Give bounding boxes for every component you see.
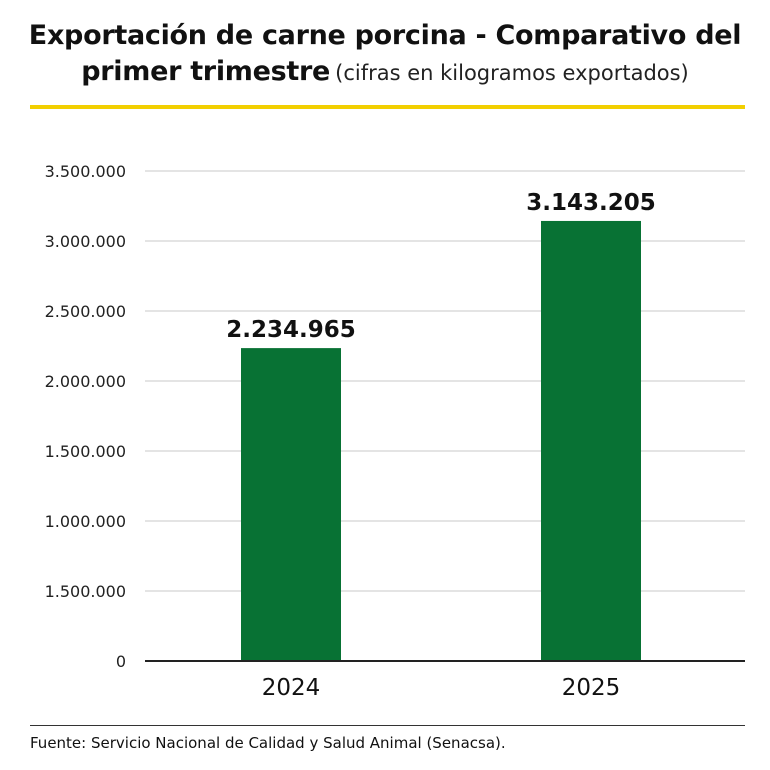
source-divider bbox=[30, 725, 745, 726]
title-subtitle: (cifras en kilogramos exportados) bbox=[335, 61, 689, 85]
bar-2025 bbox=[541, 220, 641, 661]
title-line-2: primer trimestre (cifras en kilogramos e… bbox=[20, 54, 750, 93]
y-tick-label-2: 1.000.000 bbox=[45, 512, 126, 531]
y-tick-label-4: 2.000.000 bbox=[45, 372, 126, 391]
y-tick-label-7: 3.500.000 bbox=[45, 162, 126, 181]
y-tick-label-1: 1.500.000 bbox=[45, 582, 126, 601]
y-tick-label-0: 0 bbox=[116, 652, 126, 671]
y-tick-label-3: 1.500.000 bbox=[45, 442, 126, 461]
source-note: Fuente: Servicio Nacional de Calidad y S… bbox=[30, 734, 506, 752]
title-line-1: Exportación de carne porcina - Comparati… bbox=[28, 20, 742, 51]
x-tick-label-2025: 2025 bbox=[562, 675, 621, 701]
x-tick-label-2024: 2024 bbox=[262, 675, 321, 701]
data-label-2025: 3.143.205 bbox=[526, 190, 656, 216]
y-tick-label-5: 2.500.000 bbox=[45, 302, 126, 321]
accent-rule bbox=[30, 105, 745, 109]
y-tick-label-6: 3.000.000 bbox=[45, 232, 126, 251]
data-label-2024: 2.234.965 bbox=[226, 317, 356, 343]
chart-title: Exportación de carne porcina - Comparati… bbox=[20, 18, 750, 93]
bar-2024 bbox=[241, 348, 341, 661]
title-line-2-bold: primer trimestre bbox=[81, 56, 331, 87]
bar-chart: 0 1.500.000 1.000.000 1.500.000 2.000.000 2.5… bbox=[45, 162, 745, 701]
